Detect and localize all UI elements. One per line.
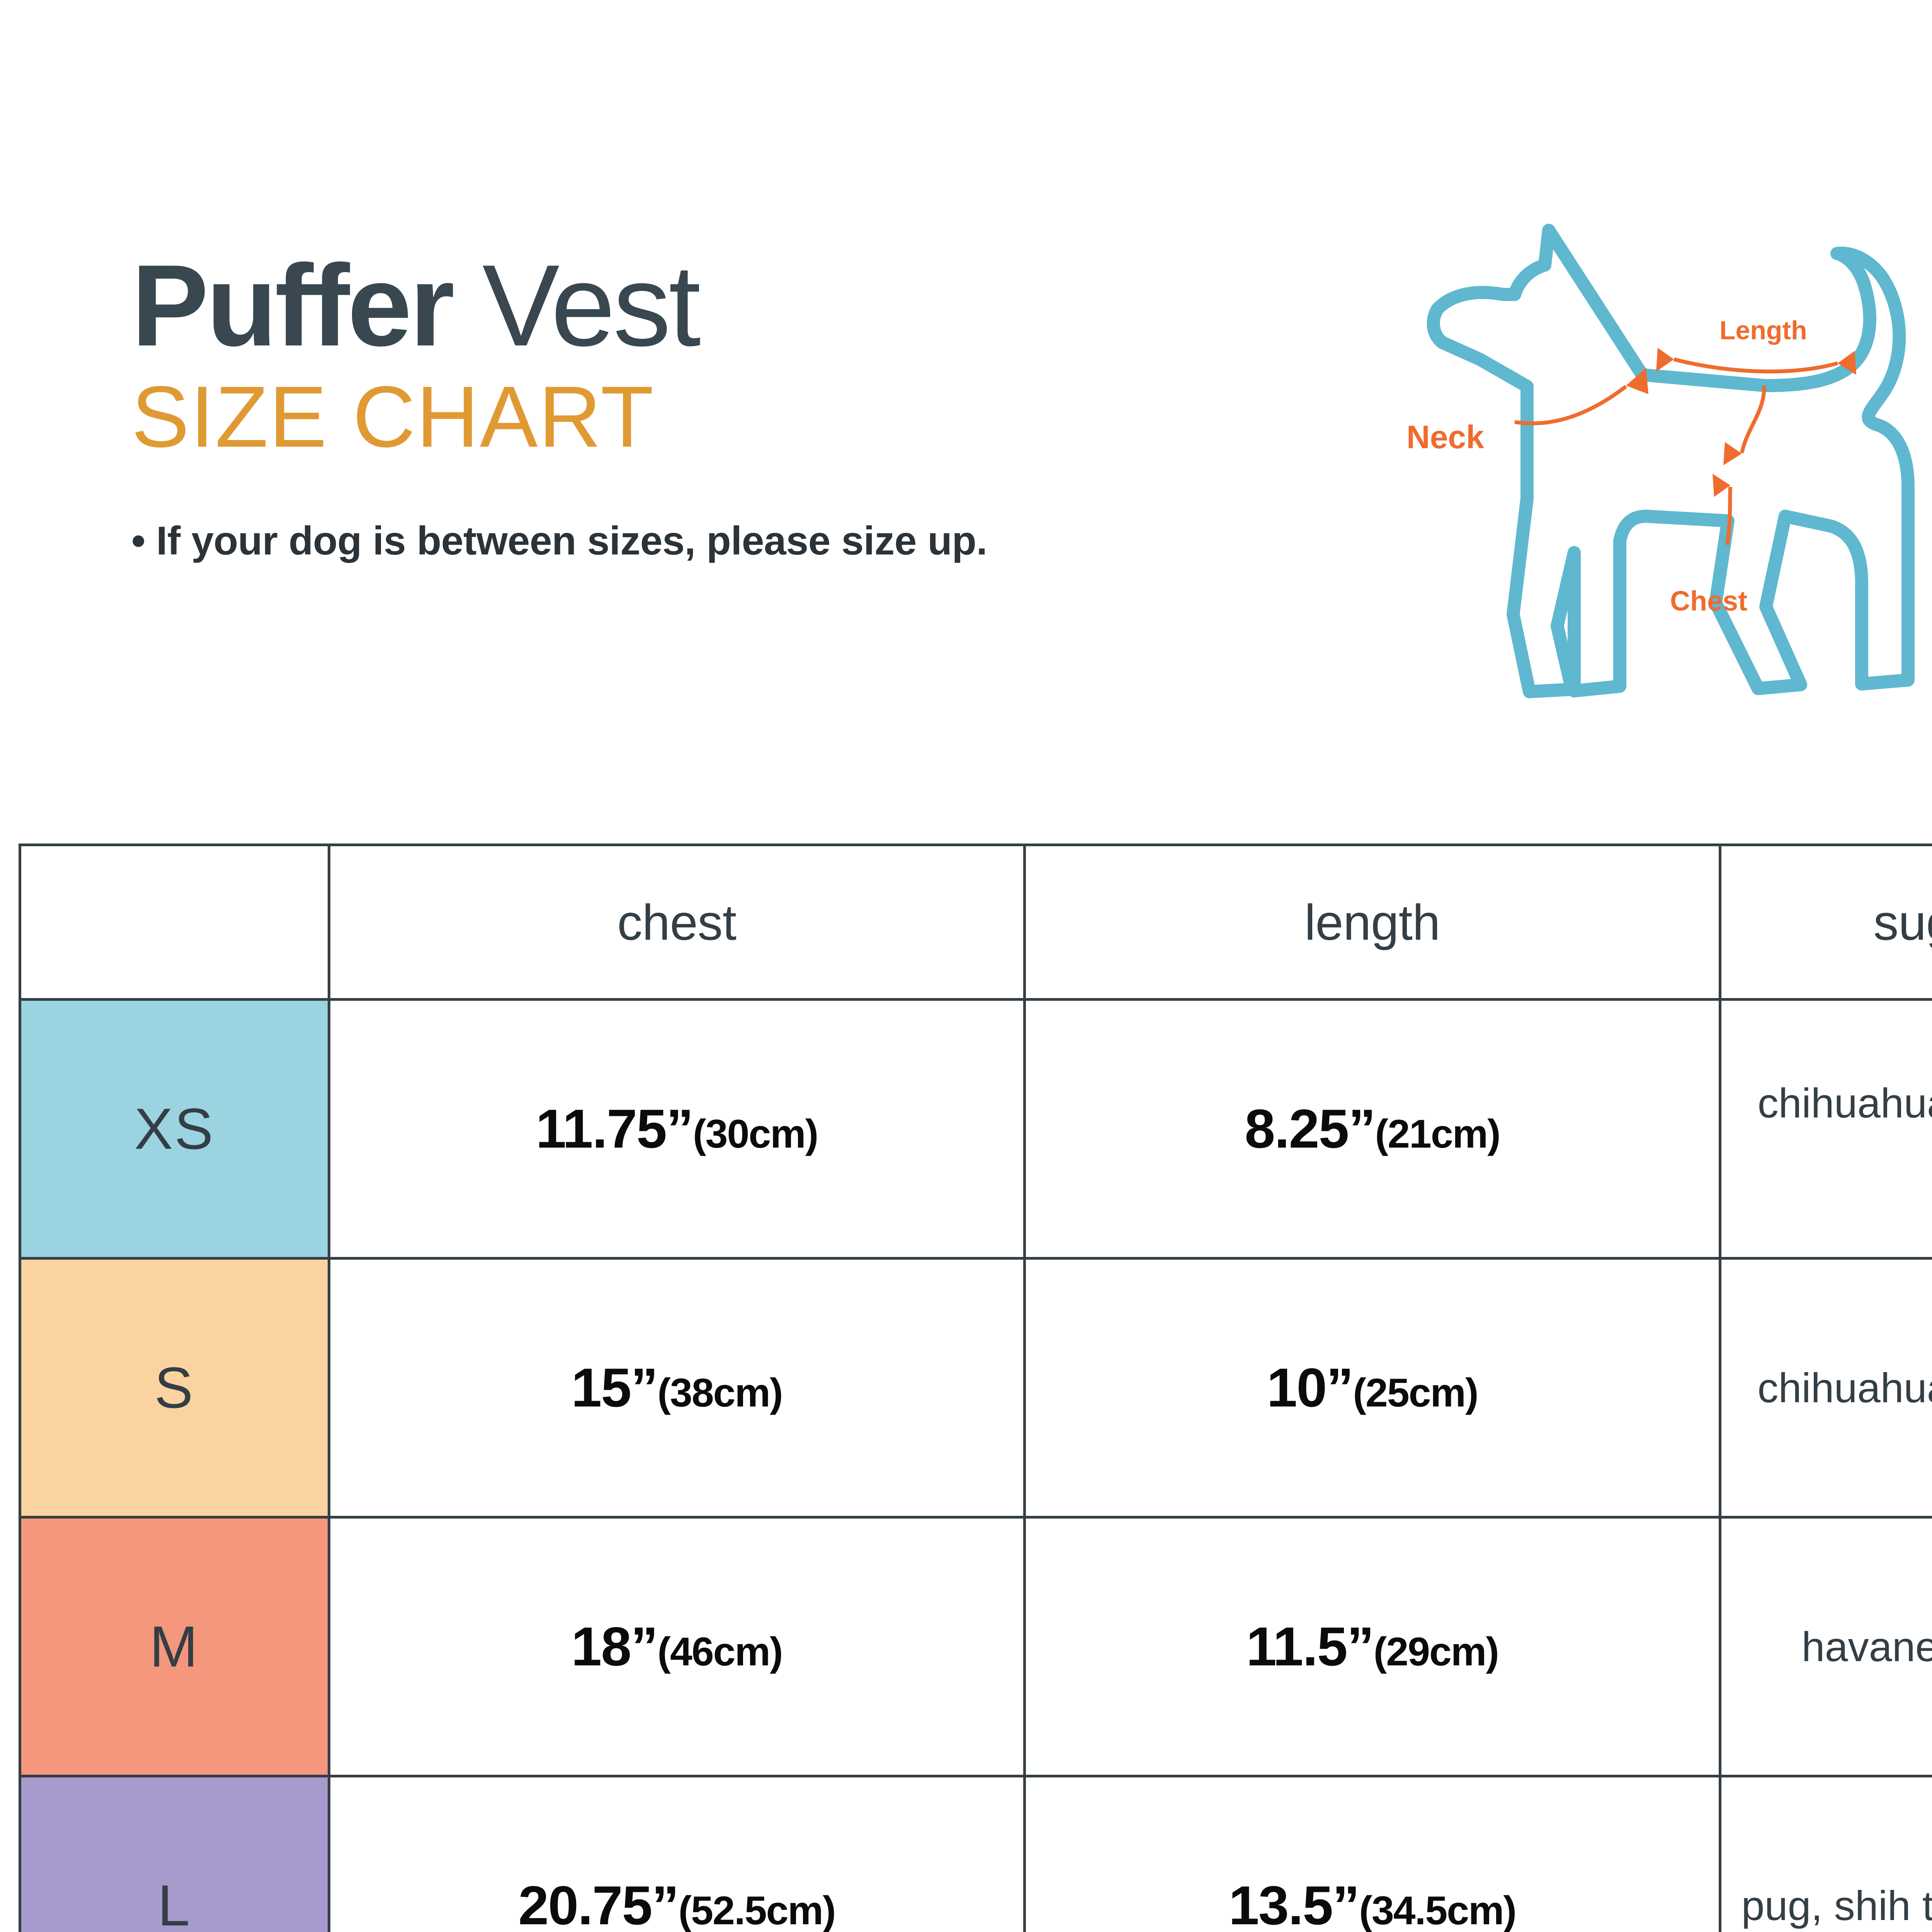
table-row: S15”(38cm)10”(25cm)chihuahua, papillon, … (19, 1257, 1932, 1519)
breed-cell: chihuahua, papillon, pomeranian (1719, 1257, 1932, 1519)
page-title-bold: Puffer (131, 240, 455, 370)
chest-inches: 20.75” (518, 1874, 679, 1932)
length-cell: 10”(25cm) (1023, 1257, 1721, 1519)
size-cell-s: S (19, 1257, 330, 1519)
header-cell-length: length (1023, 844, 1721, 1001)
table-header-row: chest length suggested breed (19, 844, 1932, 1001)
breed-cell: havanese, shih tzu, papillon (1719, 1516, 1932, 1777)
header-cell-breed: suggested breed (1719, 844, 1932, 1001)
chest-cell: 11.75”(30cm) (328, 998, 1026, 1260)
size-cell-l: L (19, 1775, 330, 1932)
dog-diagram: Neck Length Chest (1376, 193, 1924, 707)
page-title: Puffer Vest (131, 247, 1213, 363)
chest-inches: 15” (571, 1357, 658, 1418)
length-inches: 10” (1267, 1357, 1354, 1418)
length-inches: 8.25” (1245, 1098, 1376, 1160)
title-block: Puffer Vest SIZE CHART • If your dog is … (131, 247, 1213, 564)
length-cm: (21cm) (1375, 1111, 1501, 1156)
length-cell: 13.5”(34.5cm) (1023, 1775, 1721, 1932)
page-header: Puffer Vest SIZE CHART • If your dog is … (0, 0, 1932, 819)
table-row: M18”(46cm)11.5”(29cm)havanese, shih tzu,… (19, 1516, 1932, 1777)
chest-cell: 20.75”(52.5cm) (328, 1775, 1026, 1932)
page-title-rest: Vest (452, 240, 701, 370)
chest-inches: 11.75” (536, 1098, 694, 1160)
sizing-note: • If your dog is between sizes, please s… (131, 519, 987, 563)
neck-arrow-line (1514, 385, 1628, 425)
arrow-heads (1626, 348, 1856, 497)
measurement-arrows (1514, 357, 1838, 545)
length-inches: 11.5” (1246, 1616, 1374, 1677)
neck-arrowhead (1626, 368, 1648, 394)
length-cell: 11.5”(29cm) (1023, 1516, 1721, 1777)
chest-arrow-line-bottom (1725, 486, 1732, 545)
header-cell-size (19, 844, 330, 1001)
chest-cell: 15”(38cm) (328, 1257, 1026, 1519)
chest-cell: 18”(46cm) (328, 1516, 1026, 1777)
chest-cm: (30cm) (693, 1111, 818, 1156)
length-arrowhead-right (1838, 351, 1856, 375)
dog-diagram-svg: Neck Length Chest (1406, 224, 1915, 698)
table-header: chest length suggested breed (19, 844, 1932, 1001)
size-cell-m: M (19, 1516, 330, 1777)
page-subtitle: SIZE CHART (131, 368, 655, 465)
diagram-label-chest: Chest (1670, 586, 1747, 617)
length-inches: 13.5” (1228, 1874, 1360, 1932)
chest-cm: (52.5cm) (678, 1888, 836, 1932)
chest-cm: (46cm) (657, 1629, 783, 1674)
header-cell-chest: chest (328, 844, 1026, 1001)
diagram-label-neck: Neck (1406, 419, 1484, 455)
length-cm: (25cm) (1353, 1370, 1478, 1415)
chest-inches: 18” (571, 1616, 658, 1677)
breed-cell: chihuahua, yorkshire terrier, mini pinsc… (1719, 998, 1932, 1260)
size-chart-table-wrapper: chest length suggested breed XS11.75”(30… (19, 844, 1932, 1932)
chest-arrow-line-top (1740, 385, 1766, 453)
dog-outline-icon (1427, 224, 1915, 698)
chest-arrowhead-upper (1723, 442, 1742, 465)
length-arrowhead-left (1656, 348, 1674, 372)
length-arrow-line (1673, 357, 1838, 374)
chest-cm: (38cm) (657, 1370, 783, 1415)
length-cm: (29cm) (1373, 1629, 1499, 1674)
length-cell: 8.25”(21cm) (1023, 998, 1721, 1260)
table-row: L20.75”(52.5cm)13.5”(34.5cm)pug, shih tz… (19, 1775, 1932, 1932)
size-cell-xs: XS (19, 998, 330, 1260)
diagram-label-length: Length (1719, 316, 1807, 345)
size-chart-table: chest length suggested breed XS11.75”(30… (19, 844, 1932, 1932)
breed-cell: pug, shih tzu, miniature schnauzer (1719, 1775, 1932, 1932)
chest-arrowhead-lower (1713, 474, 1730, 497)
length-cm: (34.5cm) (1359, 1888, 1517, 1932)
